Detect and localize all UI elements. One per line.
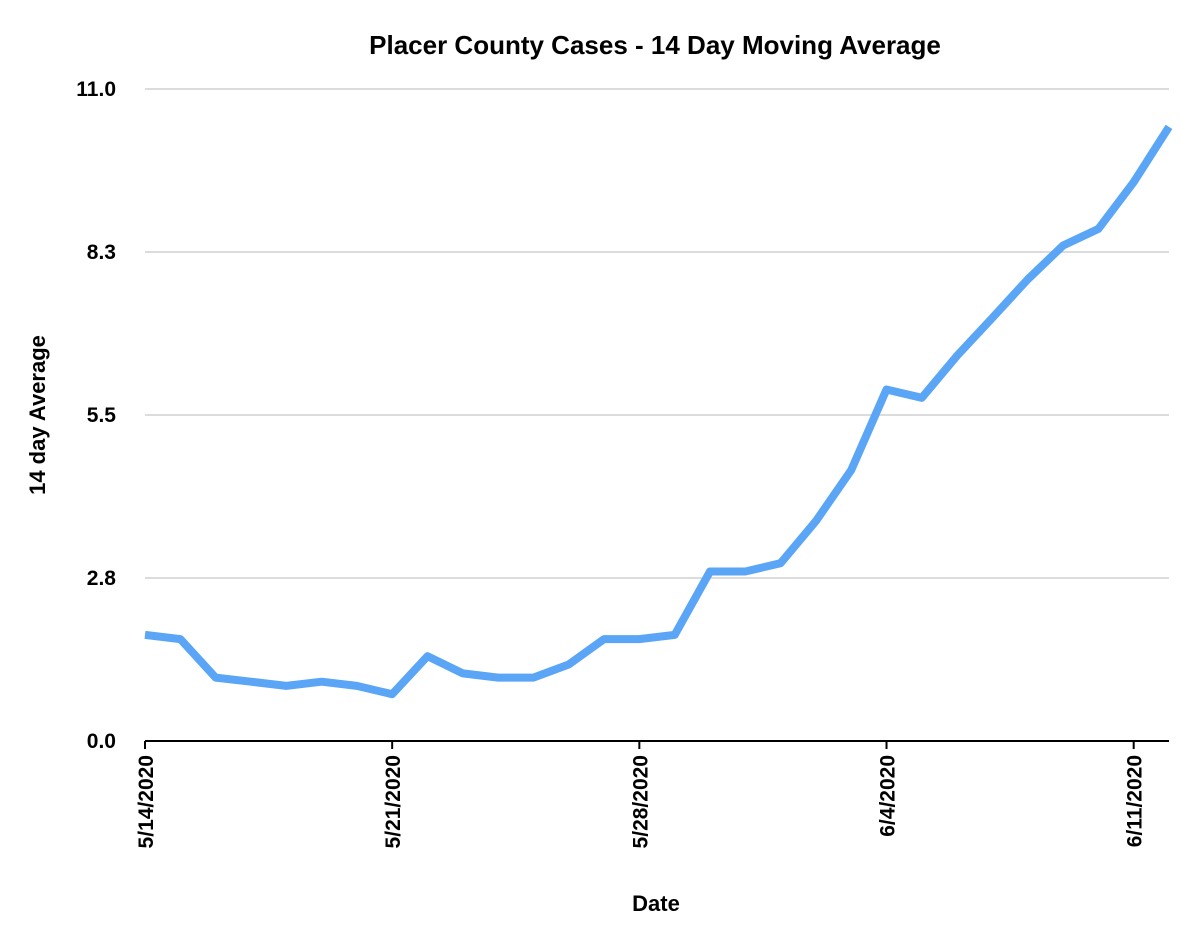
y-tick-label: 11.0 [76,78,116,101]
y-axis-ticks: 0.0 2.8 5.5 8.3 11.0 [76,78,116,753]
gridlines [145,88,1169,579]
y-tick-label: 0.0 [87,730,116,753]
y-axis-title: 14 day Average [25,335,50,495]
series-line [144,124,1173,699]
x-tick-label: 6/4/2020 [877,755,900,837]
x-axis-ticks: 5/14/2020 5/21/2020 5/28/2020 6/4/2020 6/11/… [135,741,1147,848]
x-tick-label: 5/21/2020 [382,755,405,848]
y-tick-label: 2.8 [87,567,117,590]
x-tick-label: 5/14/2020 [135,755,158,848]
series [144,124,1173,699]
y-tick-label: 5.5 [87,404,117,427]
x-tick-label: 6/11/2020 [1124,755,1147,847]
chart-title: Placer County Cases - 14 Day Moving Aver… [369,30,941,60]
x-axis-title: Date [632,891,680,916]
x-tick-label: 5/28/2020 [629,755,652,848]
y-tick-label: 8.3 [87,241,116,264]
